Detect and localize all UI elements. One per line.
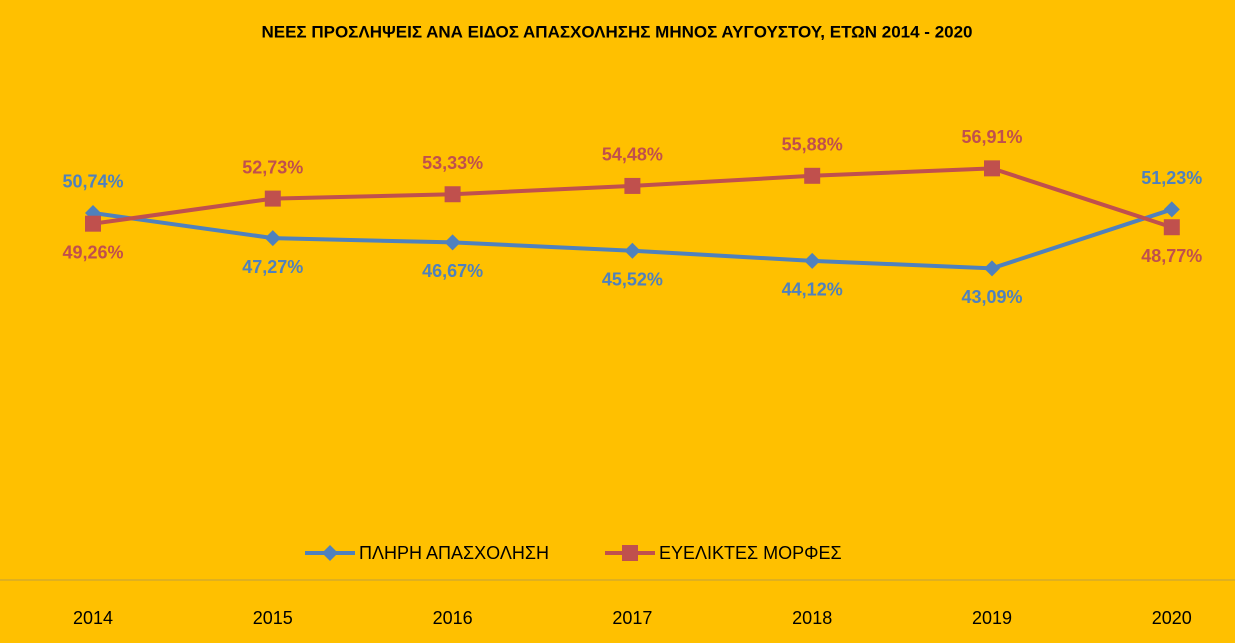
data-label: 45,52%: [602, 269, 663, 289]
x-tick-label: 2015: [253, 608, 293, 628]
data-point: [984, 160, 1000, 177]
data-label: 51,23%: [1141, 168, 1202, 188]
x-tick-label: 2014: [73, 608, 113, 628]
legend-label: ΠΛΗΡΗ ΑΠΑΣΧΟΛΗΣΗ: [359, 543, 549, 563]
data-label: 43,09%: [961, 287, 1022, 307]
data-label: 46,67%: [422, 261, 483, 281]
data-point: [264, 230, 281, 247]
x-tick-label: 2018: [792, 608, 832, 628]
data-point: [85, 215, 101, 232]
data-label: 50,74%: [62, 172, 123, 192]
data-label: 49,26%: [62, 242, 123, 262]
x-tick-label: 2017: [612, 608, 652, 628]
data-point: [804, 252, 821, 269]
data-point: [1163, 219, 1180, 236]
data-point: [804, 167, 821, 184]
legend-marker: [322, 545, 338, 561]
data-label: 56,91%: [961, 127, 1022, 147]
data-point: [264, 190, 281, 207]
data-point: [1163, 201, 1180, 218]
data-label: 54,48%: [602, 145, 663, 165]
x-tick-label: 2020: [1152, 608, 1192, 628]
chart-title: ΝΕΕΣ ΠΡΟΣΛΗΨΕΙΣ ΑΝΑ ΕΙΔΟΣ ΑΠΑΣΧΟΛΗΣΗΣ ΜΗ…: [261, 22, 972, 41]
legend-marker: [622, 545, 638, 561]
data-point: [444, 234, 461, 251]
x-tick-label: 2019: [972, 608, 1012, 628]
data-point: [444, 186, 461, 203]
data-point: [624, 242, 641, 259]
legend-label: ΕΥΕΛΙΚΤΕΣ ΜΟΡΦΕΣ: [659, 543, 842, 563]
data-label: 53,33%: [422, 153, 483, 173]
data-label: 55,88%: [782, 135, 843, 155]
data-label: 44,12%: [782, 280, 843, 300]
data-point: [624, 177, 641, 194]
data-point: [984, 260, 1000, 277]
x-tick-label: 2016: [433, 608, 473, 628]
data-label: 47,27%: [242, 257, 303, 277]
data-label: 52,73%: [242, 157, 303, 177]
data-label: 48,77%: [1141, 246, 1202, 266]
